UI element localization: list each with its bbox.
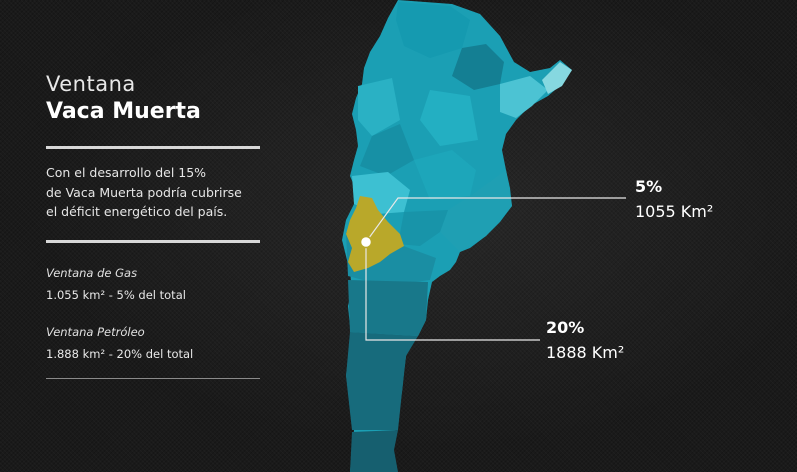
gas-callout-percent: 5% bbox=[635, 177, 663, 196]
oil-callout-area: 1888 Km² bbox=[546, 343, 625, 362]
santa-cruz-province bbox=[346, 332, 418, 430]
north-province-b bbox=[452, 44, 504, 90]
misiones-province bbox=[542, 62, 572, 94]
oil-window-value: 1.888 km² - 20% del total bbox=[46, 347, 194, 361]
middle-divider bbox=[46, 240, 260, 243]
buenos-aires-province bbox=[440, 170, 512, 252]
top-divider bbox=[46, 146, 260, 149]
gas-leader-line bbox=[365, 197, 626, 243]
west-province-a bbox=[358, 78, 400, 136]
vaca-muerta-marker bbox=[359, 235, 373, 249]
oil-leader-line bbox=[365, 242, 540, 341]
description: Con el desarrollo del 15% de Vaca Muerta… bbox=[46, 163, 286, 222]
west-province-b bbox=[360, 124, 414, 176]
gas-window-value: 1.055 km² - 5% del total bbox=[46, 288, 186, 302]
callout-lines bbox=[365, 197, 626, 341]
oil-callout-percent: 20% bbox=[546, 318, 585, 337]
la-pampa-province bbox=[398, 210, 448, 246]
oil-window-title: Ventana Petróleo bbox=[46, 325, 145, 339]
center-province-b bbox=[420, 90, 478, 146]
gas-window-title: Ventana de Gas bbox=[46, 266, 138, 280]
chubut-province bbox=[348, 280, 428, 336]
vaca-muerta-region bbox=[346, 196, 404, 272]
description-line-2: de Vaca Muerta podría cubrirse bbox=[46, 184, 242, 200]
description-line-1: Con el desarrollo del 15% bbox=[46, 165, 207, 180]
north-province-a bbox=[396, 2, 470, 58]
tierra-del-fuego bbox=[350, 430, 398, 472]
page-title-bold: Vaca Muerta bbox=[46, 99, 201, 124]
description-line-3: el déficit energético del país. bbox=[46, 204, 228, 219]
gas-callout-area: 1055 Km² bbox=[635, 202, 714, 221]
bottom-divider bbox=[46, 378, 260, 379]
center-province-a bbox=[414, 150, 476, 200]
page-title-light: Ventana bbox=[46, 72, 136, 96]
northeast-province bbox=[500, 76, 548, 118]
